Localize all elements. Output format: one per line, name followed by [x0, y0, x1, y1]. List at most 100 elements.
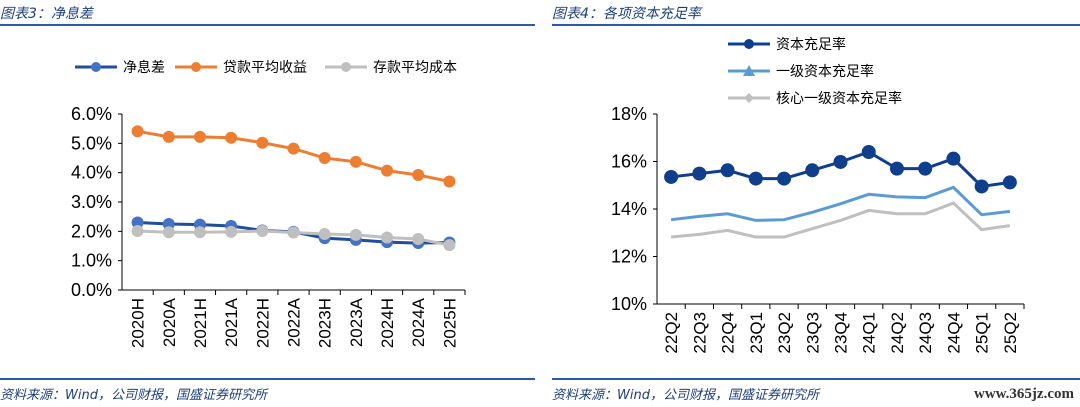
x-tick-label: 22Q4	[719, 312, 738, 354]
divider	[0, 378, 535, 380]
circle-marker	[889, 161, 904, 176]
circle-marker	[946, 151, 961, 166]
source-note: 资料来源：Wind，公司财报，国盛证券研究所	[0, 388, 267, 403]
circle-marker	[412, 232, 425, 245]
x-tick-label: 2021H	[191, 298, 210, 348]
x-tick-label: 2021A	[222, 297, 241, 347]
diamond-marker	[744, 93, 754, 103]
circle-marker	[664, 169, 679, 184]
x-tick-label: 22Q3	[690, 312, 709, 354]
legend-label: 核心一级资本充足率	[776, 90, 902, 106]
x-tick-label: 23Q1	[747, 312, 766, 354]
figure-title: 图表4：各项资本充足率	[552, 6, 701, 22]
x-tick-label: 2020H	[129, 298, 148, 348]
legend-label: 存款平均成本	[373, 59, 457, 75]
circle-marker	[225, 131, 238, 144]
circle-marker	[692, 166, 707, 181]
triangle-marker	[743, 65, 755, 76]
x-tick-label: 24Q2	[888, 312, 907, 354]
divider	[552, 378, 1080, 380]
circle-marker	[744, 39, 754, 49]
circle-marker	[381, 164, 394, 177]
x-tick-label: 2023H	[316, 298, 335, 348]
circle-marker	[381, 231, 394, 244]
series-line	[137, 129, 450, 183]
circle-marker	[805, 163, 820, 178]
circle-marker	[318, 227, 331, 240]
x-tick-label: 2022H	[253, 298, 272, 348]
circle-marker	[162, 130, 175, 143]
watermark: www.365jz.com	[974, 386, 1074, 402]
y-tick-label: 0.0%	[71, 280, 112, 300]
net-interest-margin-chart: 0.0% 1.0% 2.0% 3.0% 4.0% 5.0% 6.0% 2020H 2020A 20…	[71, 59, 466, 348]
y-tick-label: 10%	[611, 294, 647, 314]
x-tick-label: 24Q1	[860, 312, 879, 354]
circle-marker	[131, 225, 144, 238]
circle-marker	[225, 225, 238, 238]
figure-title: 图表3：净息差	[0, 6, 93, 22]
x-tick-label: 2020A	[160, 297, 179, 347]
circle-marker	[131, 125, 144, 138]
y-tick-label: 6.0%	[71, 104, 112, 124]
capital-adequacy-chart: 10% 12% 14% 16% 18% 22Q2 22Q3 22Q4 23Q1 23Q2 23Q3 2…	[611, 36, 1025, 354]
x-tick-label: 2024A	[409, 297, 428, 347]
circle-marker	[777, 171, 792, 186]
y-tick-label: 18%	[611, 104, 647, 124]
divider	[0, 24, 535, 26]
circle-marker	[191, 62, 201, 72]
circle-marker	[1002, 175, 1017, 190]
right-panel: 图表4：各项资本充足率 10% 12% 14% 16% 18% 22Q2 22Q3 22Q4 2…	[552, 0, 1080, 407]
circle-marker	[256, 225, 269, 238]
source-note: 资料来源：Wind，公司财报，国盛证券研究所	[552, 388, 819, 403]
x-tick-label: 25Q2	[1001, 312, 1020, 354]
legend-label: 净息差	[123, 59, 165, 75]
circle-marker	[833, 154, 848, 169]
circle-marker	[162, 218, 175, 230]
x-tick-label: 23Q2	[775, 312, 794, 354]
y-tick-label: 1.0%	[71, 251, 112, 271]
circle-marker	[861, 145, 876, 159]
x-tick-label: 22Q2	[662, 312, 681, 354]
x-tick-label: 25Q1	[973, 312, 992, 354]
circle-marker	[91, 62, 101, 72]
x-tick-label: 2024H	[378, 298, 397, 348]
divider	[552, 24, 1080, 26]
circle-marker	[974, 179, 989, 194]
y-tick-label: 4.0%	[71, 163, 112, 183]
circle-marker	[748, 171, 763, 186]
x-tick-label: 23Q4	[832, 312, 851, 354]
circle-marker	[193, 130, 206, 143]
circle-marker	[349, 228, 362, 241]
series-line	[670, 201, 1011, 239]
y-tick-label: 5.0%	[71, 133, 112, 153]
circle-marker	[162, 226, 175, 239]
x-tick-label: 2022A	[285, 297, 304, 347]
circle-marker	[256, 136, 269, 149]
circle-marker	[720, 163, 735, 178]
x-tick-label: 2023A	[347, 297, 366, 347]
circle-marker	[287, 142, 300, 155]
legend-label: 贷款平均收益	[223, 59, 307, 75]
circle-marker	[918, 161, 933, 176]
x-tick-label: 23Q3	[803, 312, 822, 354]
y-tick-label: 14%	[611, 199, 647, 219]
y-tick-label: 3.0%	[71, 192, 112, 212]
circle-marker	[131, 216, 144, 229]
x-tick-label: 24Q4	[944, 312, 963, 354]
y-tick-label: 16%	[611, 152, 647, 172]
circle-marker	[318, 152, 331, 164]
circle-marker	[341, 62, 351, 72]
circle-marker	[287, 226, 300, 239]
y-tick-label: 12%	[611, 247, 647, 267]
circle-marker	[443, 175, 456, 188]
circle-marker	[349, 155, 362, 168]
legend-label: 资本充足率	[776, 36, 846, 52]
x-tick-label: 2025H	[440, 298, 459, 348]
circle-marker	[412, 169, 425, 182]
left-panel: 图表3：净息差 0.0% 1.0% 2.0% 3.0% 4.0% 5.0% 6.0% 2020…	[0, 0, 535, 407]
circle-marker	[193, 226, 206, 239]
x-tick-label: 24Q3	[916, 312, 935, 354]
legend-label: 一级资本充足率	[776, 63, 874, 79]
circle-marker	[443, 239, 456, 252]
y-tick-label: 2.0%	[71, 221, 112, 241]
